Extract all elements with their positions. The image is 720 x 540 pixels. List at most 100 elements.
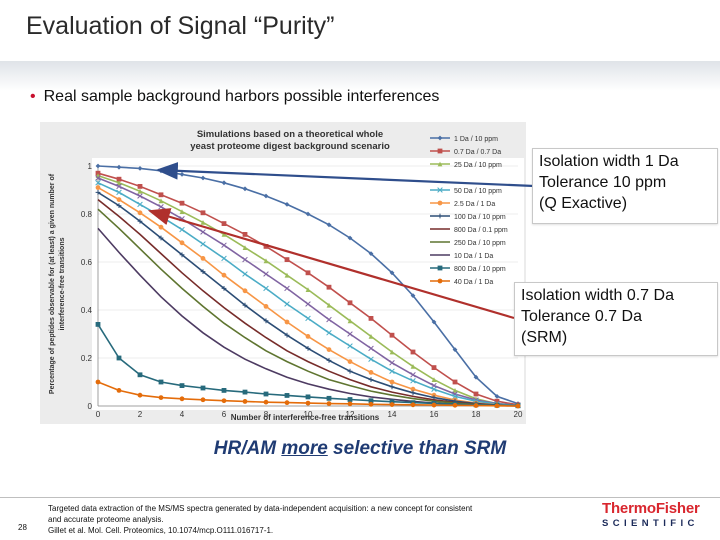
data-point (137, 392, 143, 398)
callout-line: Tolerance 10 ppm (539, 174, 667, 191)
data-point (200, 210, 206, 216)
data-point (263, 318, 269, 324)
data-point (137, 218, 143, 224)
data-point (242, 389, 248, 395)
callout-q-exactive: Isolation width 1 Da Tolerance 10 ppm (Q… (532, 148, 718, 224)
data-point (137, 188, 143, 194)
data-point (137, 201, 143, 208)
data-point (200, 385, 206, 391)
data-point (347, 368, 353, 374)
data-point (368, 398, 374, 404)
data-point (347, 318, 353, 324)
footer-divider (0, 497, 720, 498)
reference-citation: Targeted data extraction of the MS/MS sp… (48, 503, 588, 536)
bullet-text: Real sample background harbors possible … (43, 88, 440, 105)
data-point (95, 175, 101, 181)
reference-line: Targeted data extraction of the MS/MS sp… (48, 504, 473, 513)
data-point (431, 377, 437, 382)
chart-title-line-1: Simulations based on a theoretical whole (197, 129, 383, 140)
data-point (116, 203, 122, 208)
callout-line: (Q Exactive) (539, 195, 628, 212)
data-point (410, 402, 416, 408)
reference-line: and accurate proteome analysis. (48, 515, 164, 524)
data-point (437, 278, 443, 284)
data-point (452, 388, 458, 393)
callout-srm: Isolation width 0.7 Da Tolerance 0.7 Da … (514, 282, 718, 356)
data-point (515, 403, 521, 409)
data-point (284, 400, 290, 406)
data-point (158, 224, 164, 230)
data-point (179, 240, 185, 246)
x-tick-label: 8 (264, 410, 269, 419)
data-point (347, 331, 353, 337)
data-point (116, 355, 122, 361)
data-point (95, 170, 101, 176)
axes: 00.20.40.60.810 2 4 6 8 10 12 14 16 18 20 (81, 162, 523, 419)
data-point (242, 186, 248, 192)
data-point (368, 316, 374, 321)
x-tick-label: 6 (222, 410, 227, 419)
bullet-point: • Real sample background harbors possible… (30, 88, 439, 106)
data-point (284, 332, 290, 338)
y-tick-label: 0.8 (81, 210, 93, 219)
data-point (326, 347, 332, 352)
data-point (368, 370, 374, 375)
legend-label: 800 Da / 0.1 ppm (454, 227, 508, 234)
data-point (221, 272, 227, 278)
data-point (179, 383, 185, 388)
page-number: 28 (18, 523, 27, 532)
data-point (389, 379, 395, 385)
data-point (437, 265, 443, 271)
data-point (326, 330, 332, 336)
callout-line: (SRM) (521, 329, 568, 346)
data-point (158, 395, 164, 400)
data-point (494, 394, 500, 399)
logo-fisher: Fisher (655, 500, 700, 517)
data-point (410, 349, 416, 355)
data-point (410, 390, 416, 396)
y-axis-label-line-2: interference-free transitions (59, 237, 66, 330)
data-point (437, 161, 443, 167)
y-axis-label-line-1: Percentage of peptides observable for (a… (49, 173, 56, 394)
data-point (368, 377, 374, 382)
x-tick-label: 12 (346, 410, 355, 419)
data-point (95, 379, 101, 385)
data-point (368, 345, 374, 352)
slide-title: Evaluation of Signal “Purity” (26, 12, 335, 40)
legend-label: 800 Da / 10 ppm (454, 266, 506, 273)
data-point (284, 319, 290, 325)
data-point (389, 368, 395, 374)
data-point (410, 364, 416, 369)
data-point (263, 244, 269, 249)
data-point (116, 388, 122, 393)
legend-label: 1 Da / 10 ppm (454, 136, 498, 143)
data-point (473, 391, 479, 397)
data-point (242, 232, 248, 237)
data-point (452, 402, 458, 408)
data-point (179, 396, 185, 402)
data-point (305, 334, 311, 339)
series-12 (95, 379, 521, 409)
key-message-post: selective than SRM (327, 438, 507, 459)
data-point (95, 190, 101, 195)
data-point (179, 200, 185, 206)
data-point (494, 398, 500, 404)
bullet-dot-icon: • (30, 88, 36, 105)
legend-label: 100 Da / 10 ppm (454, 214, 506, 221)
chart-title-line-2: yeast proteome digest background scenari… (190, 141, 390, 152)
x-tick-label: 0 (96, 410, 101, 419)
data-point (410, 386, 416, 392)
x-tick-label: 4 (180, 410, 185, 419)
data-point (137, 372, 143, 378)
x-tick-label: 10 (304, 410, 313, 419)
y-tick-label: 0 (88, 402, 93, 411)
y-tick-label: 0.4 (81, 306, 93, 315)
data-point (221, 388, 227, 393)
data-point (410, 378, 416, 384)
x-tick-label: 20 (514, 410, 523, 419)
data-point (347, 401, 353, 407)
legend-label: 2.5 Da / 1 Da (454, 201, 495, 208)
logo-scientific: SCIENTIFIC (602, 518, 699, 529)
data-point (326, 395, 332, 401)
interference-chart: Simulations based on a theoretical whole… (40, 122, 526, 424)
